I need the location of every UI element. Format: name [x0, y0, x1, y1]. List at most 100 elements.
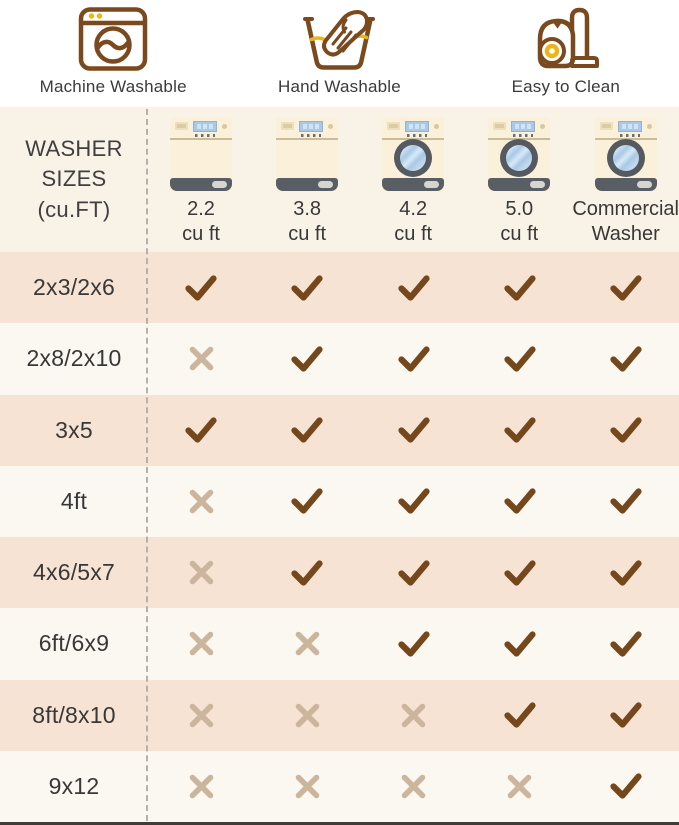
column-header-4-2: 4.2 cu ft: [360, 107, 466, 252]
check-icon: [467, 252, 573, 323]
table-row: 3x5: [0, 394, 679, 466]
x-icon: [148, 323, 254, 394]
check-icon: [467, 466, 573, 537]
x-icon: [360, 680, 466, 751]
washer-size-table: WASHER SIZES (cu.FT) 2.2 cu ft 3.8: [0, 107, 679, 822]
column-label: 2.2 cu ft: [182, 197, 220, 247]
front-load-washer-icon: [488, 117, 551, 191]
check-icon: [573, 395, 679, 466]
x-icon: [360, 751, 466, 822]
x-icon: [148, 680, 254, 751]
check-icon: [573, 252, 679, 323]
column-label: 5.0 cu ft: [500, 197, 538, 247]
top-load-washer-icon: [170, 117, 233, 191]
feature-machine-washable: Machine Washable: [0, 0, 226, 107]
table-title: WASHER SIZES (cu.FT): [25, 135, 123, 222]
top-load-washer-icon: [276, 117, 339, 191]
table-row: 2x3/2x6: [0, 252, 679, 324]
x-icon: [148, 608, 254, 679]
x-icon: [148, 537, 254, 608]
column-size: 4.2: [399, 198, 428, 220]
check-icon: [254, 537, 360, 608]
check-icon: [254, 323, 360, 394]
table-row: 4x6/5x7: [0, 537, 679, 609]
column-unit: cu ft: [500, 223, 539, 245]
column-header-5-0: 5.0 cu ft: [466, 107, 572, 252]
check-icon: [573, 608, 679, 679]
column-size: Commercial: [572, 198, 679, 220]
column-unit: cu ft: [182, 223, 220, 245]
table-body: 2x3/2x6 2x8/2x10 3x5 4ft: [0, 252, 679, 822]
table-row: 8ft/8x10: [0, 679, 679, 751]
row-cells: [148, 252, 679, 323]
check-icon: [254, 466, 360, 537]
check-icon: [360, 466, 466, 537]
column-label: Commercial Washer: [572, 197, 679, 247]
check-icon: [573, 537, 679, 608]
check-icon: [573, 680, 679, 751]
x-icon: [254, 751, 360, 822]
front-load-washer-icon: [382, 117, 445, 191]
table-row: 2x8/2x10: [0, 323, 679, 395]
row-cells: [148, 608, 679, 679]
table-header: WASHER SIZES (cu.FT) 2.2 cu ft 3.8: [0, 107, 679, 252]
row-cells: [148, 537, 679, 608]
hand-wash-icon: [301, 3, 377, 75]
check-icon: [148, 395, 254, 466]
front-load-washer-icon: [594, 117, 657, 191]
column-unit: Washer: [591, 223, 660, 245]
row-cells: [148, 323, 679, 394]
check-icon: [360, 537, 466, 608]
column-label: 4.2 cu ft: [394, 197, 432, 247]
row-cells: [148, 466, 679, 537]
x-icon: [254, 608, 360, 679]
column-size: 3.8: [293, 198, 322, 220]
row-label: 9x12: [48, 772, 100, 799]
features-bar: Machine Washable Hand Washable: [0, 0, 679, 107]
feature-label: Easy to Clean: [511, 77, 621, 96]
feature-hand-washable: Hand Washable: [226, 0, 452, 107]
vacuum-icon: [527, 3, 605, 75]
x-icon: [254, 680, 360, 751]
check-icon: [360, 395, 466, 466]
row-cells: [148, 680, 679, 751]
column-label: 3.8 cu ft: [288, 197, 326, 247]
row-label: 4ft: [60, 487, 88, 514]
feature-label: Machine Washable: [39, 77, 187, 96]
row-label: 3x5: [55, 416, 93, 443]
row-label: 2x3/2x6: [33, 274, 115, 301]
table-row: 6ft/6x9: [0, 608, 679, 680]
x-icon: [148, 751, 254, 822]
row-label: 8ft/8x10: [32, 701, 116, 728]
check-icon: [467, 323, 573, 394]
row-cells: [148, 395, 679, 466]
check-icon: [573, 466, 679, 537]
check-icon: [254, 395, 360, 466]
row-cells: [148, 751, 679, 822]
check-icon: [148, 252, 254, 323]
check-icon: [573, 751, 679, 822]
column-unit: cu ft: [288, 223, 327, 245]
check-icon: [467, 537, 573, 608]
check-icon: [254, 252, 360, 323]
column-header-commercial: Commercial Washer: [572, 107, 679, 252]
x-icon: [467, 751, 573, 822]
column-header-3-8: 3.8 cu ft: [254, 107, 360, 252]
column-size: 5.0: [505, 198, 534, 220]
column-size: 2.2: [187, 198, 215, 220]
row-label: 4x6/5x7: [33, 559, 115, 586]
x-icon: [148, 466, 254, 537]
table-row: 4ft: [0, 465, 679, 537]
check-icon: [360, 608, 466, 679]
washing-machine-icon: [77, 3, 149, 75]
bottom-border: [0, 822, 679, 825]
check-icon: [360, 323, 466, 394]
check-icon: [573, 323, 679, 394]
check-icon: [360, 252, 466, 323]
feature-label: Hand Washable: [278, 77, 401, 96]
feature-easy-to-clean: Easy to Clean: [453, 0, 679, 107]
row-label: 6ft/6x9: [38, 630, 110, 657]
check-icon: [467, 395, 573, 466]
table-row: 9x12: [0, 750, 679, 822]
